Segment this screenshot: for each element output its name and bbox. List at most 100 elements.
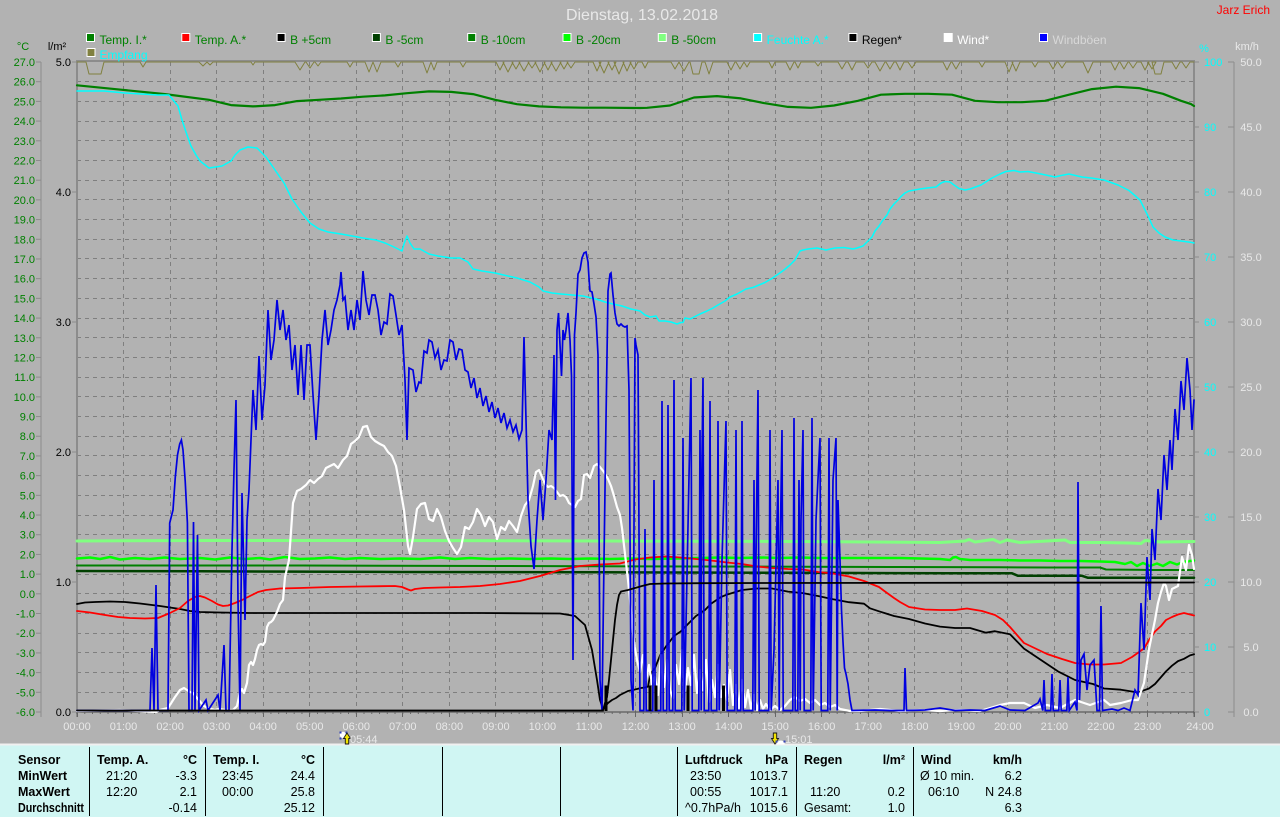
svg-text:19.0: 19.0 — [14, 215, 35, 227]
svg-text:B -50cm: B -50cm — [671, 33, 716, 47]
svg-text:09:00: 09:00 — [482, 721, 510, 733]
svg-text:22:00: 22:00 — [1087, 721, 1115, 733]
svg-text:°C: °C — [183, 753, 197, 767]
svg-text:-3.0: -3.0 — [16, 648, 35, 660]
svg-text:Wind*: Wind* — [957, 33, 989, 47]
svg-text:20: 20 — [1204, 577, 1216, 589]
svg-text:Jarz Erich: Jarz Erich — [1217, 3, 1270, 17]
svg-text:Ø 10 min.: Ø 10 min. — [920, 769, 974, 783]
svg-text:13:00: 13:00 — [668, 721, 696, 733]
svg-text:19:00: 19:00 — [948, 721, 976, 733]
svg-text:8.0: 8.0 — [20, 431, 35, 443]
svg-text:21:20: 21:20 — [106, 769, 137, 783]
svg-text:23.0: 23.0 — [14, 136, 35, 148]
svg-text:Wind: Wind — [921, 753, 951, 767]
svg-text:16.0: 16.0 — [14, 274, 35, 286]
svg-text:km/h: km/h — [1235, 41, 1259, 53]
svg-text:10.0: 10.0 — [14, 392, 35, 404]
svg-text:90: 90 — [1204, 122, 1216, 134]
svg-text:100: 100 — [1204, 57, 1222, 69]
svg-text:50.0: 50.0 — [1240, 57, 1261, 69]
svg-text:30: 30 — [1204, 512, 1216, 524]
svg-text:25.0: 25.0 — [1240, 382, 1261, 394]
svg-text:26.0: 26.0 — [14, 77, 35, 89]
svg-text:6.3: 6.3 — [1005, 801, 1022, 815]
svg-text:6.0: 6.0 — [20, 471, 35, 483]
svg-text:05:44: 05:44 — [350, 734, 378, 746]
svg-text:Durchschnitt: Durchschnitt — [18, 801, 85, 815]
svg-text:03:00: 03:00 — [203, 721, 231, 733]
svg-text:23:00: 23:00 — [1134, 721, 1162, 733]
svg-text:1017.1: 1017.1 — [750, 785, 788, 799]
svg-text:6.2: 6.2 — [1005, 769, 1022, 783]
svg-text:02:00: 02:00 — [156, 721, 184, 733]
svg-text:1.0: 1.0 — [56, 577, 71, 589]
svg-text:Empfang: Empfang — [100, 48, 148, 62]
svg-text:Windböen: Windböen — [1053, 33, 1107, 47]
svg-text:25.8: 25.8 — [291, 785, 315, 799]
svg-text:Luftdruck: Luftdruck — [685, 753, 743, 767]
svg-text:3.0: 3.0 — [56, 317, 71, 329]
svg-text:13.0: 13.0 — [14, 333, 35, 345]
svg-text:40: 40 — [1204, 447, 1216, 459]
svg-text:°C: °C — [17, 41, 29, 53]
svg-text:5.0: 5.0 — [1243, 642, 1258, 654]
svg-text:-1.0: -1.0 — [16, 609, 35, 621]
svg-text:0: 0 — [1204, 707, 1210, 719]
svg-text:05:00: 05:00 — [296, 721, 324, 733]
svg-text:2.0: 2.0 — [20, 549, 35, 561]
svg-text:Regen*: Regen* — [862, 33, 902, 47]
svg-text:2.1: 2.1 — [180, 785, 197, 799]
svg-text:km/h: km/h — [993, 753, 1022, 767]
svg-text:-3.3: -3.3 — [175, 769, 197, 783]
svg-text:0.0: 0.0 — [56, 707, 71, 719]
svg-text:17.0: 17.0 — [14, 254, 35, 266]
svg-text:15.0: 15.0 — [14, 293, 35, 305]
svg-text:10:00: 10:00 — [529, 721, 557, 733]
svg-text:MinWert: MinWert — [18, 769, 68, 783]
svg-text:3.0: 3.0 — [20, 530, 35, 542]
svg-text:15:01: 15:01 — [785, 734, 813, 746]
svg-text:27.0: 27.0 — [14, 57, 35, 69]
svg-text:Dienstag, 13.02.2018: Dienstag, 13.02.2018 — [566, 7, 718, 24]
svg-text:06:00: 06:00 — [342, 721, 370, 733]
svg-text:25.0: 25.0 — [14, 96, 35, 108]
svg-text:1.0: 1.0 — [20, 569, 35, 581]
svg-text:80: 80 — [1204, 187, 1216, 199]
svg-text:23:45: 23:45 — [222, 769, 253, 783]
svg-text:14.0: 14.0 — [14, 313, 35, 325]
svg-text:5.0: 5.0 — [56, 57, 71, 69]
svg-text:1015.6: 1015.6 — [750, 801, 788, 815]
svg-text:18.0: 18.0 — [14, 234, 35, 246]
svg-text:0.2: 0.2 — [888, 785, 905, 799]
svg-text:hPa: hPa — [765, 753, 789, 767]
svg-text:45.0: 45.0 — [1240, 122, 1261, 134]
svg-text:-5.0: -5.0 — [16, 687, 35, 699]
svg-text:Temp. A.: Temp. A. — [97, 753, 148, 767]
svg-text:1.0: 1.0 — [888, 801, 905, 815]
svg-text:Temp. A.*: Temp. A.* — [195, 33, 247, 47]
svg-text:1013.7: 1013.7 — [750, 769, 788, 783]
svg-text:00:00: 00:00 — [222, 785, 253, 799]
svg-text:11:00: 11:00 — [576, 721, 603, 733]
svg-text:06:10: 06:10 — [928, 785, 959, 799]
svg-text:Sensor: Sensor — [18, 753, 61, 767]
svg-text:4.0: 4.0 — [56, 187, 71, 199]
svg-text:21:00: 21:00 — [1041, 721, 1069, 733]
svg-text:22.0: 22.0 — [14, 155, 35, 167]
svg-text:10.0: 10.0 — [1240, 577, 1261, 589]
svg-text:-0.14: -0.14 — [169, 801, 198, 815]
svg-text:%: % — [1199, 43, 1209, 55]
svg-text:B -10cm: B -10cm — [481, 33, 526, 47]
svg-text:Regen: Regen — [804, 753, 842, 767]
svg-text:17:00: 17:00 — [854, 721, 882, 733]
svg-text:5.0: 5.0 — [20, 490, 35, 502]
svg-text:Temp. I.*: Temp. I.* — [100, 33, 148, 47]
svg-text:l/m²: l/m² — [883, 753, 905, 767]
svg-text:70: 70 — [1204, 252, 1216, 264]
svg-text:B -5cm: B -5cm — [385, 33, 423, 47]
svg-text:00:00: 00:00 — [63, 721, 91, 733]
svg-text:60: 60 — [1204, 317, 1216, 329]
svg-text:^0.7hPa/h: ^0.7hPa/h — [685, 801, 741, 815]
svg-text:50: 50 — [1204, 382, 1216, 394]
